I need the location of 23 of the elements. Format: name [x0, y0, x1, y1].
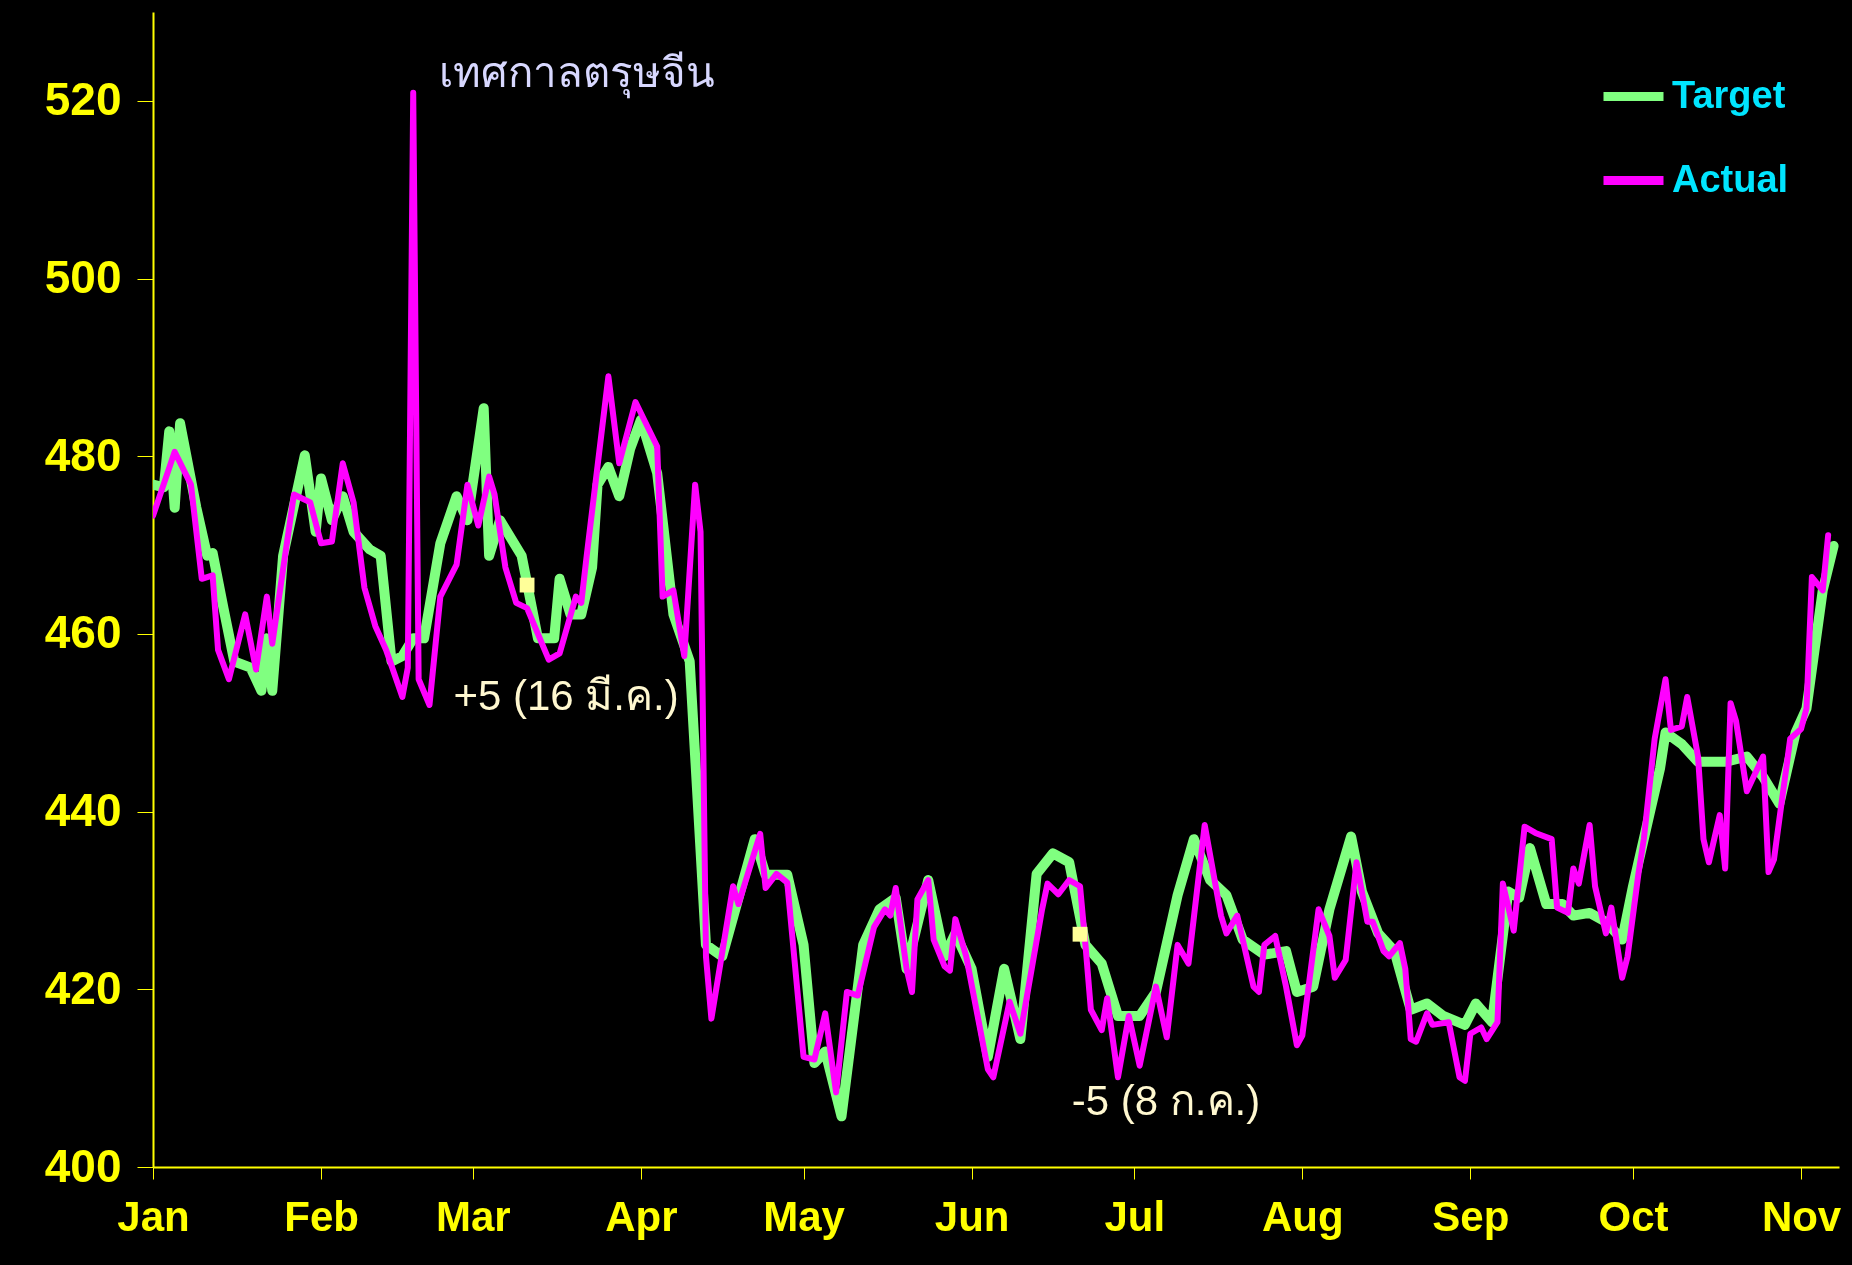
x-tick-label: Feb — [284, 1192, 359, 1240]
x-tick-label: Sep — [1432, 1192, 1510, 1240]
x-tick-label: Jun — [934, 1192, 1010, 1240]
x-tick-label: Jan — [117, 1192, 190, 1240]
x-tick-label: Mar — [436, 1192, 511, 1240]
x-tick-label: May — [763, 1192, 846, 1240]
legend-label: Actual — [1672, 157, 1789, 200]
x-tick-label: Oct — [1598, 1192, 1669, 1240]
legend-label: Target — [1672, 73, 1786, 116]
x-tick-label: Apr — [605, 1192, 678, 1240]
annotation: +5 (16 มี.ค.) — [453, 672, 679, 720]
y-tick-label: 500 — [44, 251, 122, 304]
y-tick-label: 520 — [44, 73, 122, 126]
x-tick-label: Nov — [1761, 1192, 1842, 1240]
annotation: เทศกาลตรุษจีน — [439, 47, 716, 99]
y-tick-label: 460 — [44, 606, 122, 659]
y-tick-label: 440 — [44, 784, 122, 837]
y-tick-label: 420 — [44, 961, 122, 1014]
y-tick-label: 400 — [44, 1139, 122, 1192]
y-tick-label: 480 — [44, 428, 122, 481]
annotation: -5 (8 ก.ค.) — [1071, 1077, 1261, 1124]
x-tick-label: Aug — [1261, 1192, 1344, 1240]
x-tick-label: Jul — [1104, 1192, 1166, 1240]
